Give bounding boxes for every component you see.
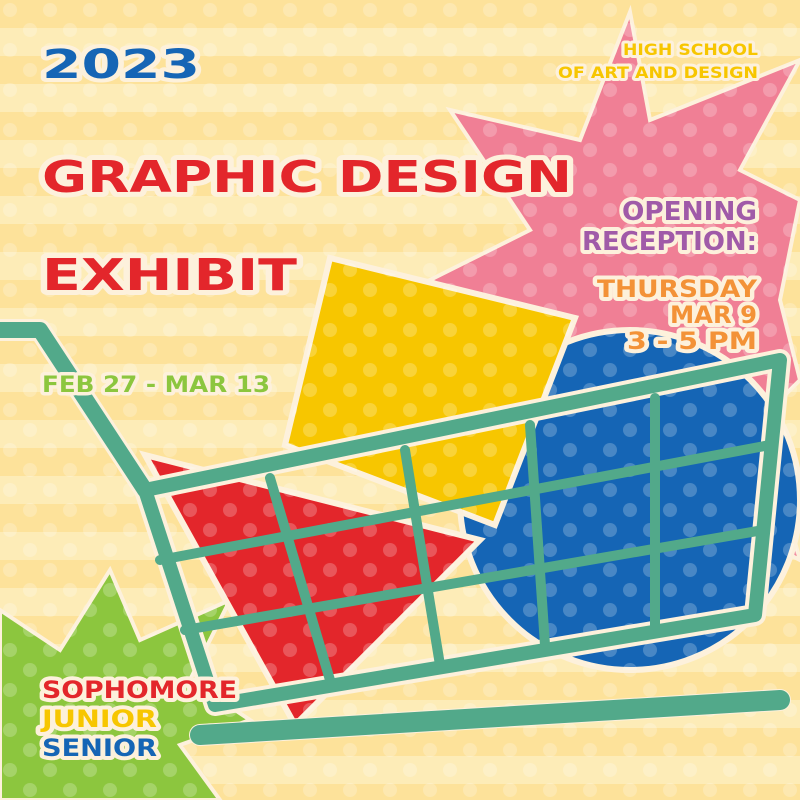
reception-time: 3 - 5 PM: [627, 327, 757, 355]
shopping-cart-icon: [0, 319, 791, 746]
school-line-2: OF ART AND DESIGN: [558, 63, 758, 82]
reception-day: THURSDAY: [597, 275, 758, 303]
reception-heading-1: OPENING: [622, 197, 757, 227]
grade-levels: SOPHOMORE JUNIOR SENIOR: [36, 672, 241, 766]
grade-sophomore: SOPHOMORE: [42, 676, 237, 704]
yellow-square-shape: [281, 254, 580, 529]
title-block: 2023 GRAPHIC DESIGN EXHIBIT FEB 27 - MAR…: [37, 38, 577, 402]
title-line-2: EXHIBIT: [42, 250, 297, 301]
reception-info: OPENING RECEPTION: THURSDAY MAR 9 3 - 5 …: [578, 193, 762, 359]
year-label: 2023: [42, 42, 200, 88]
school-line-1: HIGH SCHOOL: [623, 40, 758, 59]
grade-junior: JUNIOR: [40, 705, 157, 733]
red-triangle-shape: [139, 450, 486, 730]
exhibit-dates: FEB 27 - MAR 13: [42, 373, 270, 398]
school-name: HIGH SCHOOL OF ART AND DESIGN: [555, 37, 761, 85]
title-line-1: GRAPHIC DESIGN: [42, 152, 572, 203]
reception-heading-2: RECEPTION:: [582, 227, 757, 257]
reception-date: MAR 9: [670, 301, 757, 329]
grade-senior: SENIOR: [42, 734, 157, 762]
